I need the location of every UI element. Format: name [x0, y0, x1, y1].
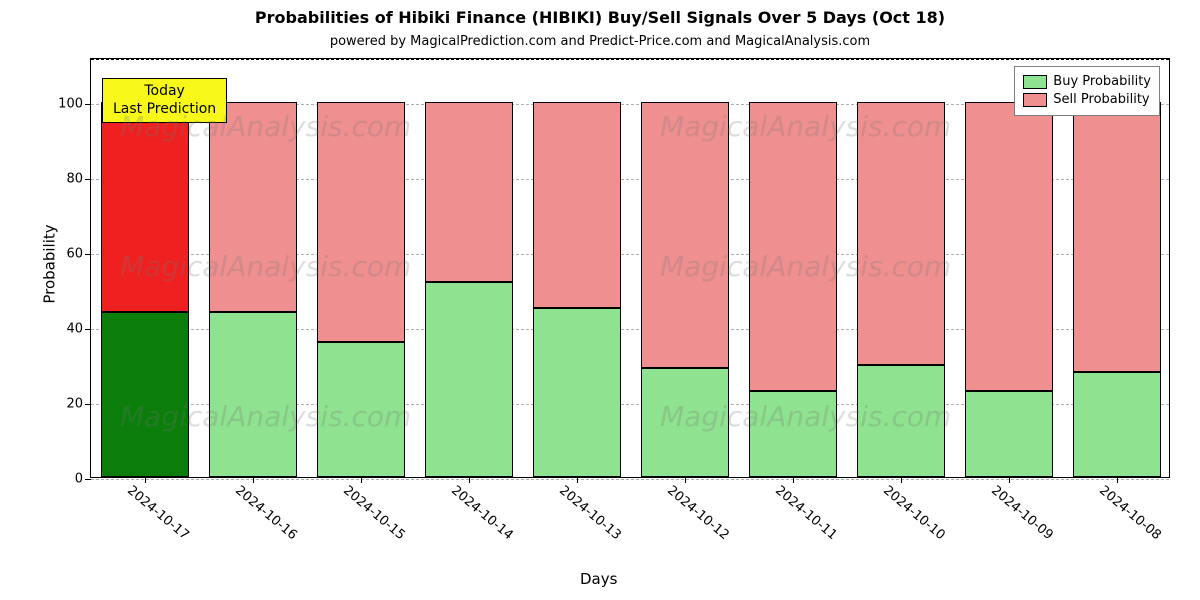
legend: Buy ProbabilitySell Probability	[1014, 66, 1160, 116]
plot-area: 0204060801002024-10-172024-10-162024-10-…	[90, 58, 1170, 478]
buy-bar	[1073, 372, 1162, 477]
x-tick-label: 2024-10-12	[664, 477, 737, 543]
legend-label: Buy Probability	[1053, 73, 1151, 91]
y-tick-mark	[85, 179, 91, 180]
x-tick-label: 2024-10-11	[772, 477, 845, 543]
buy-bar	[965, 391, 1054, 477]
bar-group	[1073, 57, 1162, 477]
sell-bar	[857, 102, 946, 365]
bar-group	[533, 57, 622, 477]
chart-title: Probabilities of Hibiki Finance (HIBIKI)…	[0, 8, 1200, 27]
sell-bar	[317, 102, 406, 342]
buy-bar	[641, 368, 730, 477]
y-tick-mark	[85, 479, 91, 480]
legend-item: Sell Probability	[1023, 91, 1151, 109]
plot-inner	[91, 59, 1169, 477]
y-tick-mark	[85, 104, 91, 105]
bar-group	[317, 57, 406, 477]
y-tick-mark	[85, 254, 91, 255]
sell-bar	[533, 102, 622, 308]
bar-group	[749, 57, 838, 477]
x-tick-label: 2024-10-15	[340, 477, 413, 543]
legend-swatch	[1023, 75, 1047, 89]
chart-subtitle: powered by MagicalPrediction.com and Pre…	[0, 34, 1200, 49]
x-tick-label: 2024-10-10	[880, 477, 953, 543]
bar-group	[641, 57, 730, 477]
sell-bar	[101, 102, 190, 312]
legend-label: Sell Probability	[1053, 91, 1149, 109]
sell-bar	[965, 102, 1054, 391]
buy-bar	[425, 282, 514, 477]
callout-line-1: Today	[113, 83, 216, 101]
buy-bar	[209, 312, 298, 477]
x-tick-label: 2024-10-17	[124, 477, 197, 543]
y-tick-mark	[85, 404, 91, 405]
bar-group	[965, 57, 1054, 477]
x-tick-label: 2024-10-14	[448, 477, 521, 543]
x-tick-label: 2024-10-16	[232, 477, 305, 543]
x-tick-label: 2024-10-13	[556, 477, 629, 543]
legend-swatch	[1023, 93, 1047, 107]
bar-group	[857, 57, 946, 477]
buy-bar	[857, 365, 946, 478]
sell-bar	[425, 102, 514, 282]
buy-bar	[749, 391, 838, 477]
sell-bar	[209, 102, 298, 312]
sell-bar	[641, 102, 730, 368]
sell-bar	[1073, 102, 1162, 372]
callout-line-2: Last Prediction	[113, 101, 216, 119]
x-tick-label: 2024-10-09	[988, 477, 1061, 543]
today-callout: Today Last Prediction	[102, 78, 227, 123]
x-axis-label: Days	[580, 570, 617, 588]
buy-bar	[317, 342, 406, 477]
y-axis-label: Probability	[41, 224, 59, 303]
legend-item: Buy Probability	[1023, 73, 1151, 91]
bar-group	[425, 57, 514, 477]
chart-container: Probabilities of Hibiki Finance (HIBIKI)…	[0, 0, 1200, 600]
x-tick-label: 2024-10-08	[1096, 477, 1169, 543]
sell-bar	[749, 102, 838, 391]
y-tick-mark	[85, 329, 91, 330]
buy-bar	[533, 308, 622, 477]
buy-bar	[101, 312, 190, 477]
